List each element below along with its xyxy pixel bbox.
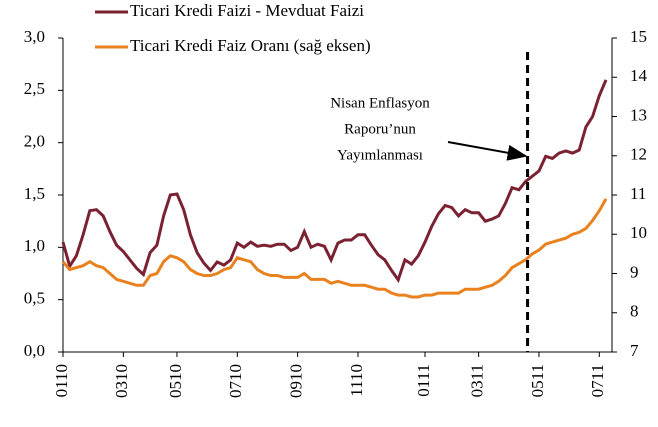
y2-tick-label: 10: [630, 223, 647, 242]
x-tick-label: 0311: [468, 364, 487, 397]
y-tick-label: 1,5: [24, 184, 45, 203]
x-tick-label: 0711: [588, 364, 607, 397]
legend-label: Ticari Kredi Faizi - Mevduat Faizi: [130, 1, 364, 20]
y2-tick-label: 12: [630, 145, 647, 164]
annotation-arrow: [447, 141, 528, 161]
series-line: [61, 79, 608, 284]
y-tick-label: 2,5: [24, 79, 45, 98]
y2-tick-label: 11: [630, 184, 646, 203]
x-tick-label: 0510: [166, 364, 185, 398]
x-tick-label: 0310: [112, 364, 131, 398]
x-tick-label: 1110: [347, 364, 366, 397]
y2-tick-label: 14: [630, 66, 648, 85]
legend-label: Ticari Kredi Faiz Oranı (sağ eksen): [130, 36, 371, 55]
x-tick-label: 0910: [287, 364, 306, 398]
y2-tick-label: 9: [630, 262, 639, 281]
annotation: Nisan Enflasyon: [330, 95, 430, 111]
y2-tick-label: 13: [630, 105, 647, 124]
y-tick-label: 2,0: [24, 132, 45, 151]
y-tick-label: 3,0: [24, 27, 45, 46]
y2-tick-label: 15: [630, 27, 647, 46]
y-tick-label: 0,5: [24, 289, 45, 308]
annotation: Raporu’nun: [344, 121, 416, 137]
series-line: [61, 198, 608, 299]
y-tick-label: 1,0: [24, 236, 45, 255]
x-tick-label: 0511: [528, 364, 547, 397]
y-tick-label: 0,0: [24, 341, 45, 360]
y2-tick-label: 7: [630, 341, 639, 360]
y2-tick-label: 8: [630, 302, 639, 321]
x-tick-label: 0110: [52, 364, 71, 397]
annotation: Yayımlanması: [337, 147, 423, 163]
x-tick-label: 0111: [414, 364, 433, 397]
x-tick-label: 0710: [226, 364, 245, 398]
